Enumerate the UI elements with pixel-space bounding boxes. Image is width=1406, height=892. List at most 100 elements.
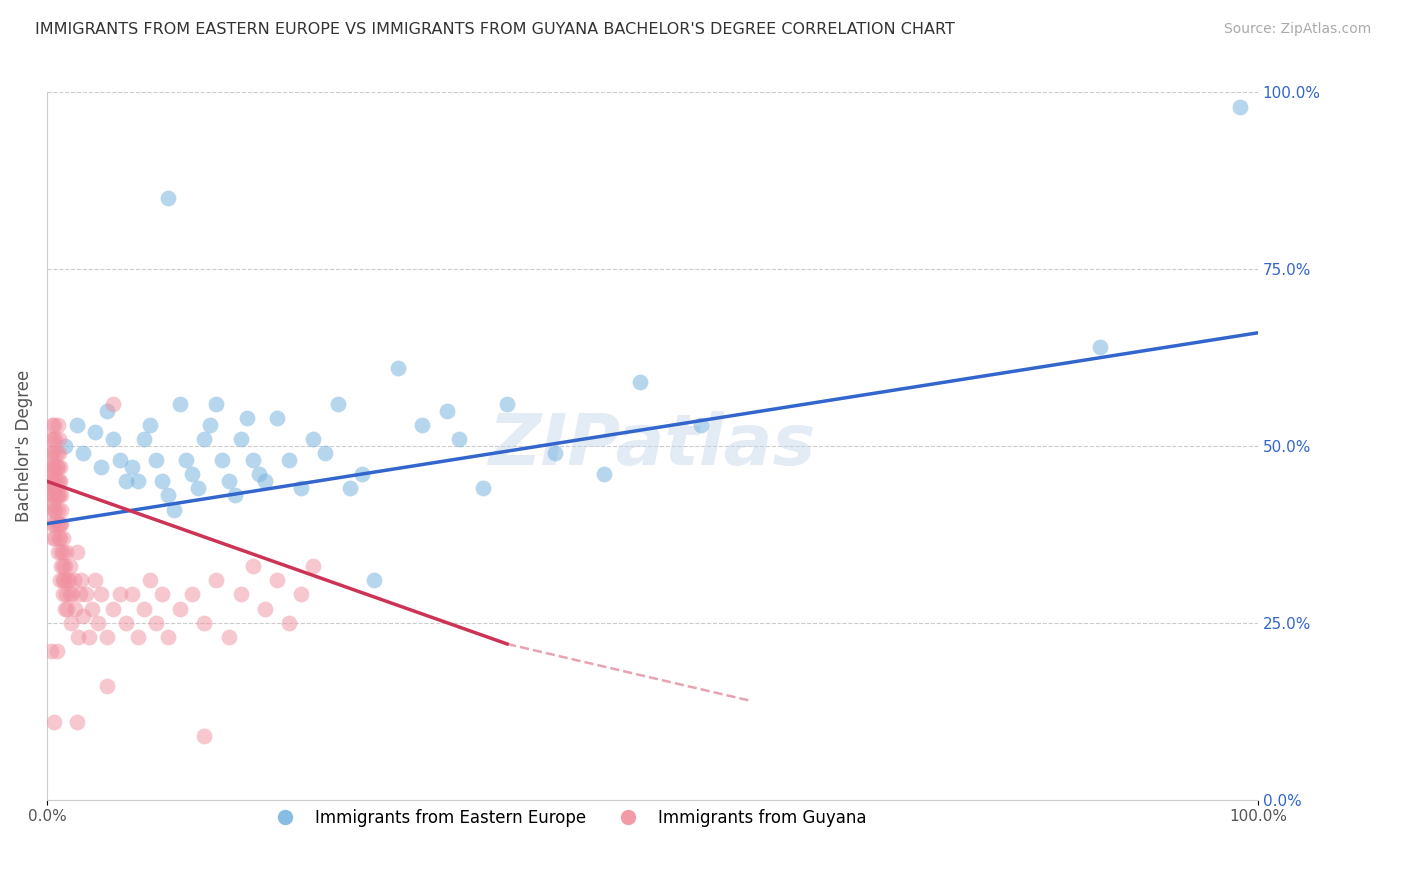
Point [41,446,63,460]
Point [46,545,69,559]
Point [56,601,79,615]
Point [63,601,86,615]
Point [42,495,65,509]
Point [44,531,66,545]
Point [46,502,69,516]
Point [69,574,91,588]
Point [218,475,240,489]
Point [44,502,66,516]
Point [253,475,276,489]
Point [96,403,118,417]
Point [689,417,711,432]
Point [150,587,173,601]
Point [60,587,83,601]
Point [56,574,79,588]
Point [39,432,62,446]
Point [66,714,89,729]
Point [169,396,191,410]
Point [156,191,179,205]
Point [48,446,70,460]
Point [52,574,75,588]
Point [266,410,288,425]
Point [44,482,66,496]
Point [436,403,458,417]
Point [114,615,136,630]
Point [48,488,70,502]
Point [39,502,62,516]
Point [103,432,125,446]
Point [44,432,66,446]
Point [45,644,67,658]
Point [39,644,62,658]
Point [132,601,155,615]
Point [59,587,82,601]
Point [45,446,67,460]
Point [205,574,228,588]
Point [38,488,60,502]
Point [44,460,66,475]
Point [84,574,107,588]
Point [108,587,131,601]
Point [150,475,173,489]
Point [350,467,373,482]
Point [90,460,112,475]
Point [193,615,215,630]
Point [139,574,162,588]
Point [45,516,67,531]
Point [181,587,204,601]
Point [127,475,149,489]
Point [1090,340,1112,354]
Point [108,453,131,467]
Point [593,467,616,482]
Point [42,488,65,502]
Point [45,488,67,502]
Point [44,417,66,432]
Point [49,516,72,531]
Point [447,432,470,446]
Point [38,475,60,489]
Point [229,587,252,601]
Point [90,587,112,601]
Point [224,488,246,502]
Point [187,482,209,496]
Point [193,729,215,743]
Point [52,574,75,588]
Point [44,502,66,516]
Point [53,439,76,453]
Point [96,679,118,693]
Point [278,615,301,630]
Point [66,417,89,432]
Point [139,417,162,432]
Point [39,475,62,489]
Point [72,446,94,460]
Point [181,467,204,482]
Point [44,488,66,502]
Point [1229,99,1251,113]
Point [205,396,228,410]
Point [42,432,65,446]
Point [290,482,312,496]
Point [169,601,191,615]
Point [41,516,63,531]
Point [42,531,65,545]
Point [156,630,179,644]
Point [218,630,240,644]
Point [235,410,257,425]
Point [46,460,69,475]
Point [48,432,70,446]
Point [496,396,519,410]
Point [229,432,252,446]
Point [69,587,91,601]
Point [278,453,301,467]
Point [38,460,60,475]
Point [163,502,186,516]
Point [44,714,66,729]
Point [72,608,94,623]
Point [387,361,409,376]
Point [58,574,80,588]
Point [44,475,66,489]
Point [49,574,72,588]
Point [103,396,125,410]
Point [44,446,66,460]
Point [51,559,73,574]
